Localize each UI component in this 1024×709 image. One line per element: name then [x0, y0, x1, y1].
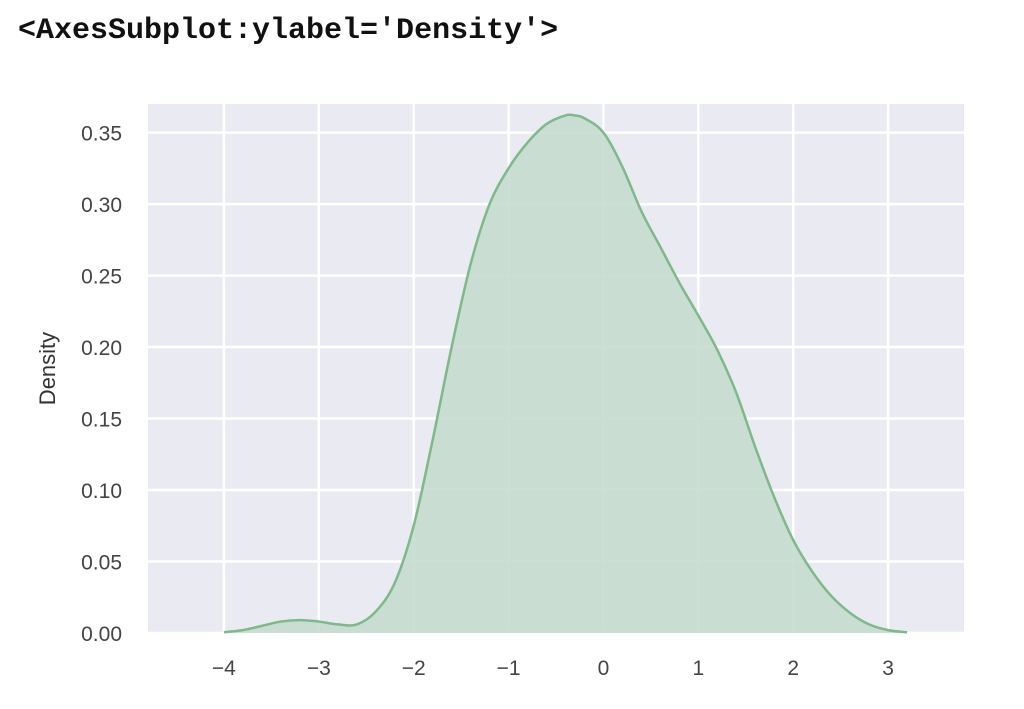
y-tick-label: 0.10 — [81, 480, 122, 503]
cell-output-repr: <AxesSubplot:ylabel='Density'> — [18, 14, 559, 48]
y-tick-label: 0.25 — [81, 266, 122, 289]
x-tick-label: −3 — [307, 657, 331, 680]
density-area-fill — [223, 114, 908, 633]
y-tick-label: 0.15 — [81, 409, 122, 432]
x-tick-label: −4 — [212, 657, 236, 680]
x-tick-label: 2 — [787, 657, 799, 680]
density-line — [223, 113, 908, 634]
y-tick-label: 0.30 — [81, 194, 122, 217]
y-tick-labels: 0.00 0.05 0.10 0.15 0.20 0.25 0.30 0.35 — [81, 123, 122, 646]
y-axis-label: Density — [35, 332, 60, 405]
x-tick-label: 1 — [692, 657, 704, 680]
y-tick-label: 0.35 — [81, 123, 122, 146]
x-tick-label: 0 — [598, 657, 610, 680]
x-tick-label: −1 — [497, 657, 521, 680]
y-tick-label: 0.05 — [81, 552, 122, 575]
x-tick-label: 3 — [882, 657, 894, 680]
y-tick-label: 0.20 — [81, 337, 122, 360]
x-tick-label: −2 — [402, 657, 426, 680]
y-tick-label: 0.00 — [81, 623, 122, 646]
x-tick-labels: −4 −3 −2 −1 0 1 2 3 — [212, 657, 894, 680]
